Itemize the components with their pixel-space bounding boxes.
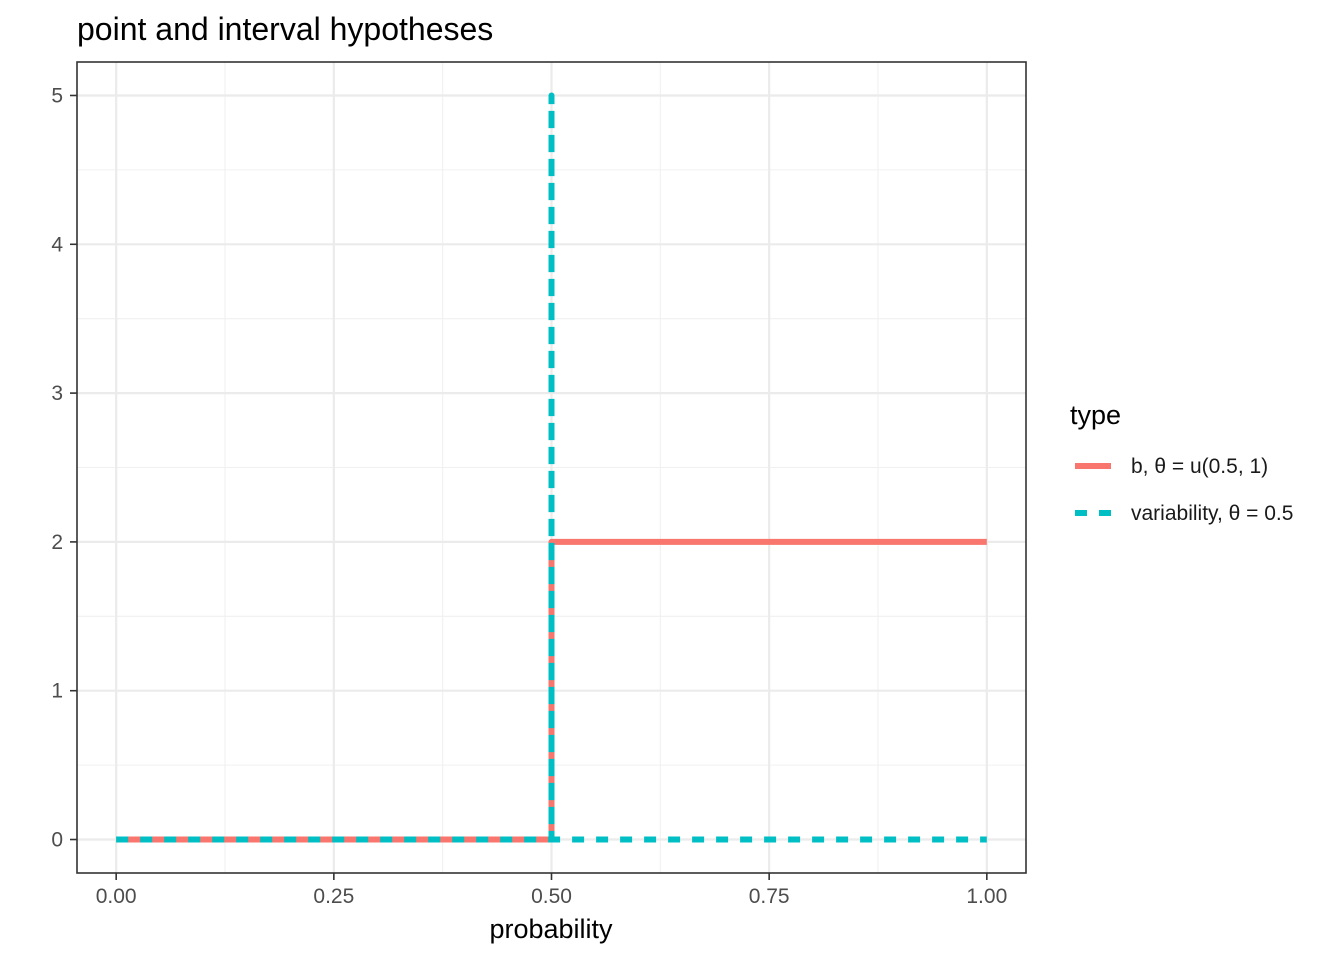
plot-area bbox=[76, 61, 1027, 874]
x-tick-label: 1.00 bbox=[966, 885, 1007, 908]
x-axis-title: probability bbox=[489, 914, 613, 944]
x-axis: 0.00 0.25 0.50 0.75 1.00 bbox=[96, 873, 1007, 908]
legend-label-2: variability, θ = 0.5 bbox=[1131, 502, 1293, 525]
y-tick-label: 2 bbox=[51, 531, 63, 554]
y-axis: 0 1 2 3 4 5 bbox=[51, 84, 77, 852]
chart-title: point and interval hypotheses bbox=[77, 11, 493, 47]
y-tick-label: 0 bbox=[51, 829, 63, 852]
legend-label-1: b, θ = u(0.5, 1) bbox=[1131, 455, 1268, 478]
y-tick-label: 3 bbox=[51, 382, 63, 405]
series-line-2 bbox=[116, 92, 987, 843]
x-tick-label: 0.25 bbox=[313, 885, 354, 908]
y-tick-label: 5 bbox=[51, 84, 63, 107]
y-tick-label: 1 bbox=[51, 680, 63, 703]
x-tick-label: 0.50 bbox=[531, 885, 572, 908]
x-tick-label: 0.00 bbox=[96, 885, 137, 908]
x-tick-label: 0.75 bbox=[749, 885, 790, 908]
series-layer bbox=[116, 92, 987, 843]
legend-title: type bbox=[1070, 400, 1121, 430]
y-tick-label: 4 bbox=[51, 233, 63, 256]
legend: type b, θ = u(0.5, 1) variability, θ = 0.… bbox=[1070, 400, 1293, 525]
legend-items: b, θ = u(0.5, 1) variability, θ = 0.5 bbox=[1075, 455, 1293, 525]
